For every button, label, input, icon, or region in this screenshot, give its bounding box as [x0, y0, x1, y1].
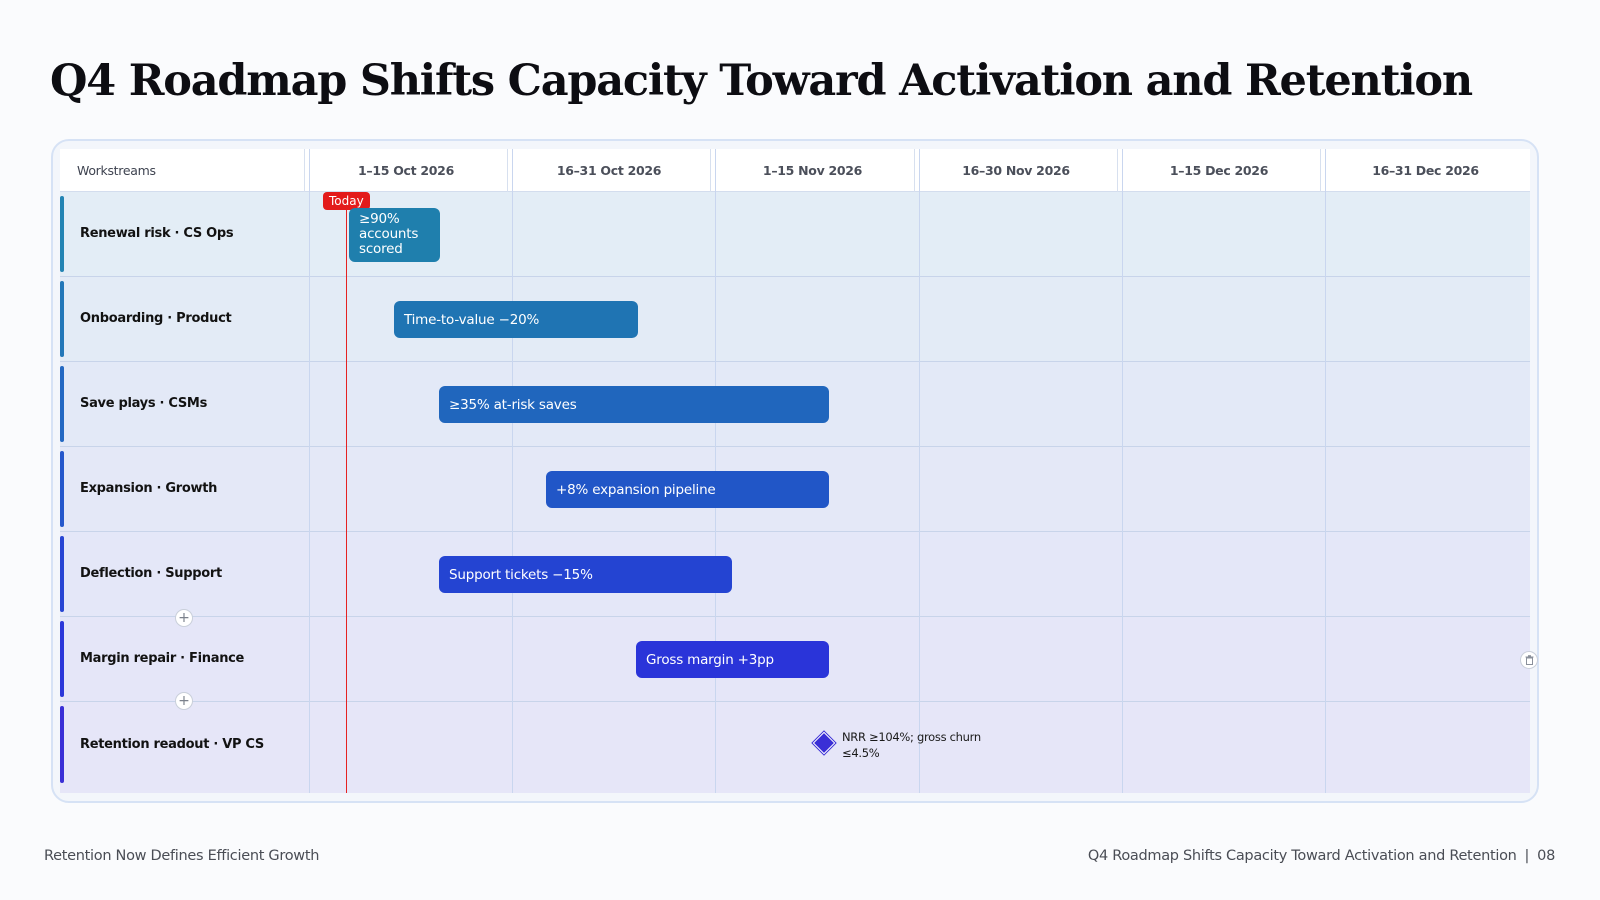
period-header-2: 16–31 Oct 2026	[507, 149, 710, 192]
period-header-4: 16–30 Nov 2026	[914, 149, 1117, 192]
today-marker-line	[346, 195, 347, 793]
grid-line	[512, 149, 513, 793]
delete-icon[interactable]	[1520, 651, 1538, 669]
workstream-label: Renewal risk · CS Ops	[80, 226, 234, 241]
grid-line	[1122, 149, 1123, 793]
workstream-row[interactable]: Deflection · Support	[60, 532, 1530, 617]
gantt-bar-deflection[interactable]: Support tickets −15%	[439, 556, 732, 593]
period-header-5: 1–15 Dec 2026	[1117, 149, 1320, 192]
period-header-6: 16–31 Dec 2026	[1320, 149, 1530, 192]
milestone-label: NRR ≥104%; gross churn ≤4.5%	[842, 730, 981, 760]
footer-separator: |	[1524, 848, 1530, 864]
workstream-label: Retention readout · VP CS	[80, 737, 264, 752]
workstream-row[interactable]: Renewal risk · CS Ops	[60, 192, 1530, 277]
today-marker-label: Today	[323, 192, 370, 210]
gantt-bar-margin-repair[interactable]: Gross margin +3pp	[636, 641, 829, 678]
trash-icon	[1525, 655, 1534, 665]
workstream-row[interactable]: Onboarding · Product	[60, 277, 1530, 362]
workstreams-header: Workstreams	[77, 163, 156, 178]
gantt-bar-expansion[interactable]: +8% expansion pipeline	[546, 471, 829, 508]
grid-line	[309, 149, 310, 793]
grid-line	[1325, 149, 1326, 793]
period-header-3: 1–15 Nov 2026	[710, 149, 914, 192]
footer-slide-info: Q4 Roadmap Shifts Capacity Toward Activa…	[1088, 848, 1555, 864]
workstream-label: Onboarding · Product	[80, 311, 232, 326]
gantt-bar-renewal-risk[interactable]: ≥90% accounts scored	[349, 208, 440, 262]
page-title: Q4 Roadmap Shifts Capacity Toward Activa…	[50, 56, 1473, 106]
timeline-header: Workstreams 1–15 Oct 2026 16–31 Oct 2026…	[60, 149, 1530, 192]
page-number: 08	[1537, 848, 1555, 864]
workstream-label: Expansion · Growth	[80, 481, 218, 496]
row-accent-bar	[60, 366, 64, 442]
row-accent-bar	[60, 536, 64, 612]
gantt-bar-save-plays[interactable]: ≥35% at-risk saves	[439, 386, 829, 423]
grid-line	[919, 149, 920, 793]
workstream-label: Save plays · CSMs	[80, 396, 208, 411]
period-header-1: 1–15 Oct 2026	[304, 149, 507, 192]
footer-deck-title: Retention Now Defines Efficient Growth	[44, 848, 320, 864]
gantt-bar-onboarding[interactable]: Time-to-value −20%	[394, 301, 638, 338]
footer-slide-title: Q4 Roadmap Shifts Capacity Toward Activa…	[1087, 848, 1517, 864]
workstream-label: Deflection · Support	[80, 566, 222, 581]
add-row-icon[interactable]: +	[175, 692, 193, 710]
row-accent-bar	[60, 196, 64, 272]
add-row-icon[interactable]: +	[175, 609, 193, 627]
row-accent-bar	[60, 621, 64, 697]
row-accent-bar	[60, 451, 64, 527]
row-accent-bar	[60, 281, 64, 357]
row-accent-bar	[60, 706, 64, 783]
workstream-label: Margin repair · Finance	[80, 651, 245, 666]
workstream-row[interactable]: Retention readout · VP CS	[60, 702, 1530, 793]
